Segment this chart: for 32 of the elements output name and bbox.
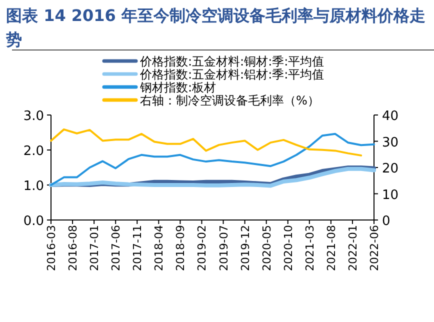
x-tick-label: 2018-09	[174, 225, 188, 271]
y2-tick-label: 30	[382, 135, 399, 150]
x-tick-label: 2019-12	[238, 225, 252, 271]
legend-label: 价格指数:五金材料:铜材:季:平均值	[139, 54, 324, 68]
x-tick-label: 2021-03	[303, 225, 316, 271]
x-tick-label: 2017-11	[131, 225, 144, 271]
legend-label: 右轴：制冷空调设备毛利率（%）	[140, 94, 320, 108]
line-series	[50, 128, 362, 156]
y-tick-label: 3.0	[23, 109, 44, 124]
y-tick-label: 2.0	[23, 144, 44, 159]
y2-tick-label: 0	[382, 214, 390, 229]
y-tick-label: 0.0	[23, 214, 44, 229]
line-series	[50, 132, 375, 186]
x-tick-label: 2022-01	[346, 225, 360, 271]
x-tick-label: 2019-02	[196, 225, 209, 271]
x-tick-label: 2016-08	[66, 225, 80, 271]
x-tick-label: 2020-10	[282, 225, 295, 271]
legend-label: 价格指数:五金材料:铝材:季:平均值	[139, 68, 324, 82]
x-tick-label: 2021-08	[324, 225, 338, 271]
y-tick-label: 1.0	[23, 179, 44, 194]
y2-tick-label: 20	[382, 162, 399, 176]
chart-title: 图表 14 2016 年至今制冷空调设备毛利率与原材料价格走势	[6, 5, 426, 51]
x-tick-label: 2022-06	[368, 225, 381, 271]
x-tick-label: 2019-07	[217, 225, 230, 271]
x-tick-label: 2017-01	[88, 225, 102, 271]
y2-tick-label: 40	[382, 109, 399, 124]
legend-label: 钢材指数:板材	[139, 80, 216, 94]
x-tick-label: 2018-04	[152, 225, 166, 271]
x-tick-label: 2020-05	[260, 225, 274, 271]
y2-tick-label: 10	[382, 188, 399, 203]
x-tick-label: 2016-03	[45, 225, 58, 271]
x-tick-label: 2017-06	[110, 225, 123, 271]
